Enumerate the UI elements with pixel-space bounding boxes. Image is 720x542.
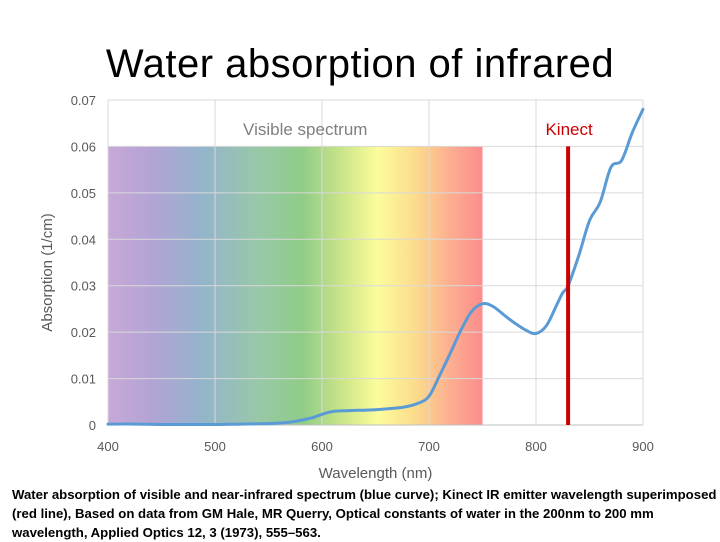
y-tick-label: 0 — [89, 418, 96, 433]
absorption-curve — [106, 107, 645, 427]
y-tick-label: 0.02 — [71, 325, 96, 340]
x-tick-label: 400 — [97, 439, 119, 454]
y-tick-label: 0.03 — [71, 279, 96, 294]
slide-title: Water absorption of infrared — [105, 42, 615, 86]
y-tick-label: 0.07 — [71, 93, 96, 108]
absorption-chart: Visible spectrum 0 0.01 0.02 0.03 0.04 0.05 0.0… — [39, 93, 654, 482]
x-tick-label: 900 — [632, 439, 654, 454]
figure-caption: Water absorption of visible and near-inf… — [12, 487, 717, 540]
y-tick-label: 0.01 — [71, 372, 96, 387]
x-tick-label: 700 — [418, 439, 440, 454]
y-tick-label: 0.05 — [71, 186, 96, 201]
y-tick-label: 0.04 — [71, 232, 96, 247]
y-axis-title: Absorption (1/cm) — [39, 213, 56, 331]
y-tick-label: 0.06 — [71, 139, 96, 154]
kinect-label: Kinect — [545, 120, 593, 139]
x-tick-label: 600 — [311, 439, 333, 454]
x-tick-label: 800 — [525, 439, 547, 454]
x-axis-title: Wavelength (nm) — [319, 465, 433, 482]
x-tick-label: 500 — [204, 439, 226, 454]
visible-spectrum-label: Visible spectrum — [243, 120, 367, 139]
